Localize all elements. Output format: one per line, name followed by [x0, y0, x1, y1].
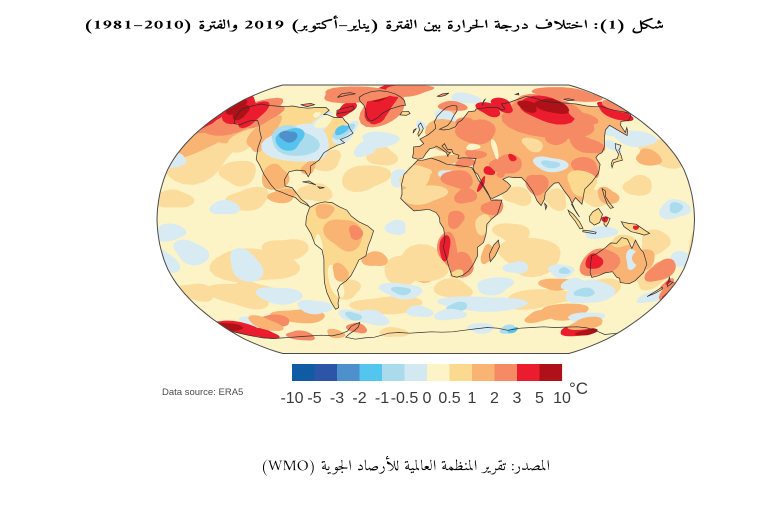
svg-text:1: 1: [468, 390, 477, 407]
svg-text:5: 5: [535, 390, 544, 407]
svg-text:2: 2: [490, 390, 499, 407]
svg-text:0: 0: [423, 390, 432, 407]
svg-text:°C: °C: [569, 379, 588, 398]
svg-text:-1: -1: [375, 390, 389, 407]
svg-text:-5: -5: [307, 390, 321, 407]
svg-text:3: 3: [513, 390, 522, 407]
svg-text:-10: -10: [280, 390, 303, 407]
svg-text:0.5: 0.5: [438, 390, 460, 407]
svg-text:-0.5: -0.5: [391, 390, 419, 407]
svg-text:10: 10: [553, 390, 571, 407]
svg-text:-3: -3: [330, 390, 344, 407]
svg-text:-2: -2: [352, 390, 366, 407]
svg-text:Data source: ERA5: Data source: ERA5: [162, 387, 243, 398]
